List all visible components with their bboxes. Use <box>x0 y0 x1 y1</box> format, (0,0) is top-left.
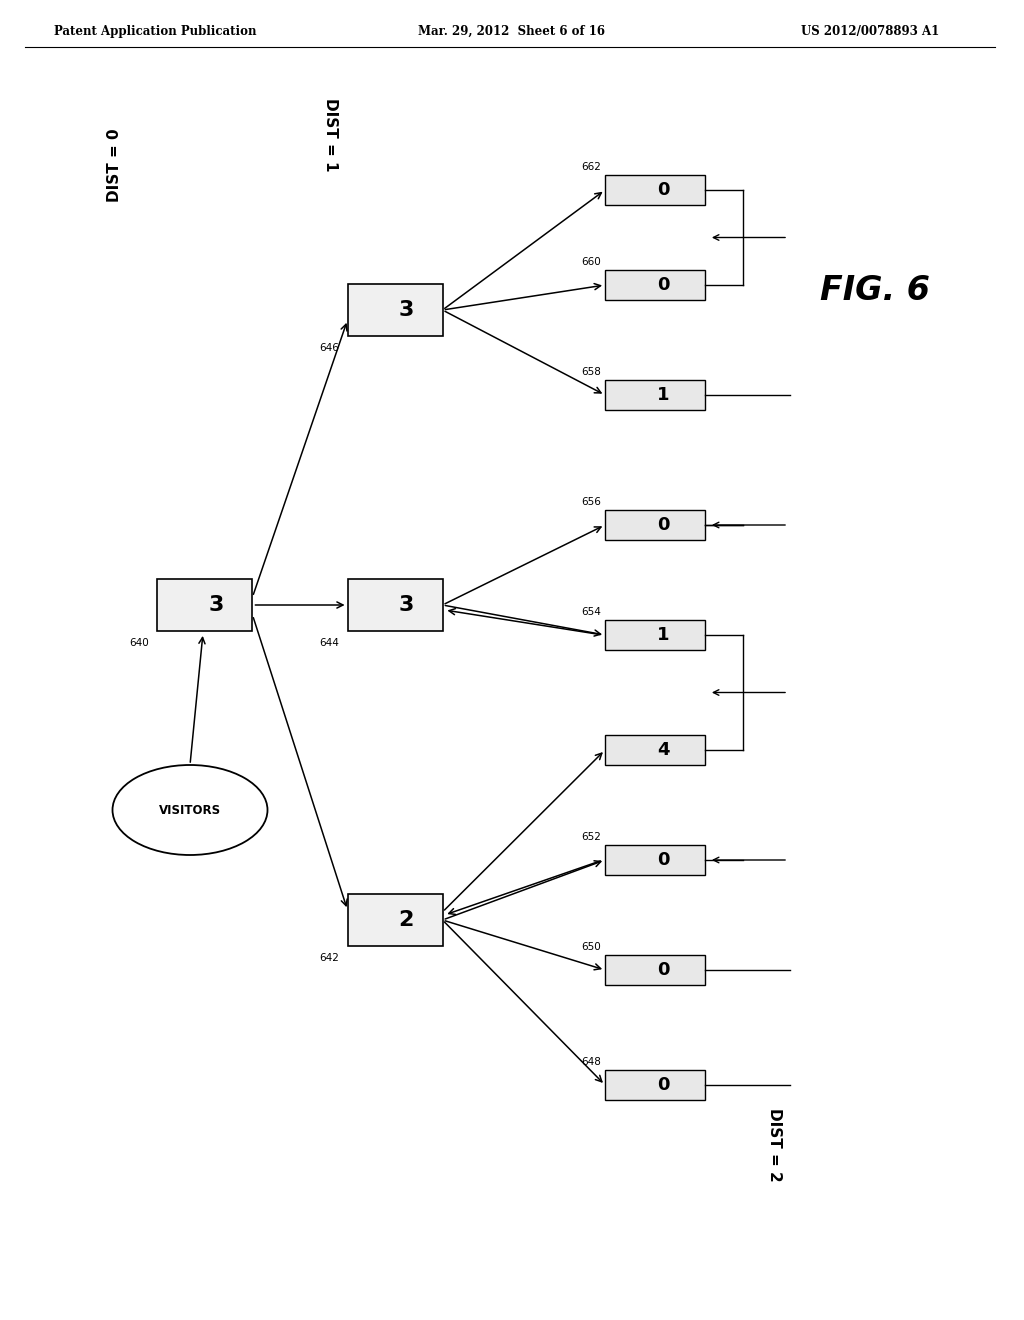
Text: FIG. 6: FIG. 6 <box>820 273 930 306</box>
Text: DIST = 0: DIST = 0 <box>108 128 123 202</box>
Ellipse shape <box>113 766 267 855</box>
Text: 0: 0 <box>656 851 670 869</box>
Bar <box>605 845 623 875</box>
Text: DIST = 2: DIST = 2 <box>768 1107 782 1181</box>
Bar <box>347 284 369 337</box>
Text: 3: 3 <box>398 595 414 615</box>
Bar <box>605 176 623 205</box>
Bar <box>158 579 178 631</box>
Bar <box>347 894 369 946</box>
Text: 0: 0 <box>656 516 670 535</box>
Text: 0: 0 <box>656 276 670 294</box>
Text: 658: 658 <box>582 367 601 378</box>
Bar <box>605 954 705 985</box>
Text: 662: 662 <box>582 162 601 172</box>
Text: VISITORS: VISITORS <box>159 804 221 817</box>
Text: 652: 652 <box>582 832 601 842</box>
Text: 3: 3 <box>398 300 414 319</box>
Bar <box>605 954 623 985</box>
Text: 0: 0 <box>656 1076 670 1094</box>
Text: 640: 640 <box>130 638 150 648</box>
Text: 642: 642 <box>319 953 340 964</box>
Bar <box>605 510 705 540</box>
Text: Patent Application Publication: Patent Application Publication <box>53 25 256 38</box>
Text: 4: 4 <box>656 741 670 759</box>
Bar <box>605 176 705 205</box>
Text: 0: 0 <box>656 961 670 979</box>
Text: 3: 3 <box>209 595 224 615</box>
Bar <box>605 1071 705 1100</box>
Text: 644: 644 <box>319 638 340 648</box>
Bar <box>605 845 705 875</box>
Bar <box>158 579 253 631</box>
Bar <box>605 735 623 766</box>
Bar <box>605 1071 623 1100</box>
Text: 654: 654 <box>582 607 601 616</box>
Bar <box>605 271 623 300</box>
Text: 646: 646 <box>319 343 340 352</box>
Bar <box>605 735 705 766</box>
Text: 1: 1 <box>656 626 670 644</box>
Bar <box>347 894 442 946</box>
Text: Mar. 29, 2012  Sheet 6 of 16: Mar. 29, 2012 Sheet 6 of 16 <box>419 25 605 38</box>
Bar <box>347 284 442 337</box>
Bar <box>605 380 705 411</box>
Bar <box>605 620 623 649</box>
Text: 1: 1 <box>656 385 670 404</box>
Text: 656: 656 <box>582 498 601 507</box>
Bar <box>605 510 623 540</box>
Bar <box>605 380 623 411</box>
Text: 0: 0 <box>656 181 670 199</box>
Text: DIST = 1: DIST = 1 <box>323 98 338 172</box>
Bar <box>605 271 705 300</box>
Text: 660: 660 <box>582 257 601 267</box>
Bar <box>605 620 705 649</box>
Bar <box>347 579 442 631</box>
Text: 650: 650 <box>582 942 601 952</box>
Text: 2: 2 <box>398 909 414 931</box>
Text: US 2012/0078893 A1: US 2012/0078893 A1 <box>801 25 939 38</box>
Text: 648: 648 <box>582 1057 601 1067</box>
Bar <box>347 579 369 631</box>
